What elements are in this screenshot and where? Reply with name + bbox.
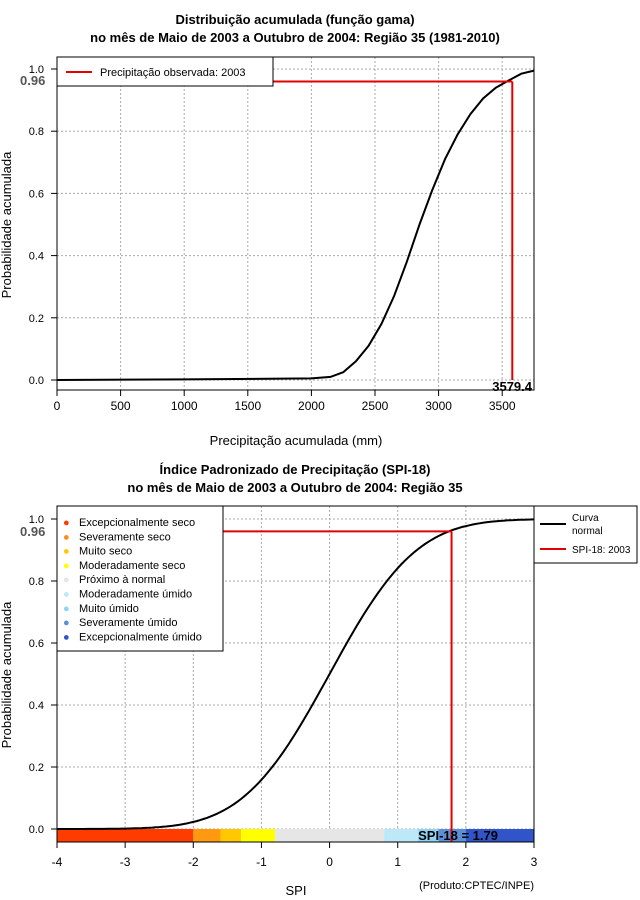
chart2-x-tick-label: 1 <box>394 855 401 869</box>
chart1-ylabel: Probabilidade acumulada <box>0 151 14 298</box>
chart1-marker-prob-label: 0.96 <box>20 73 45 88</box>
chart2-category-swatch: ● <box>63 603 70 615</box>
chart2-x-tick-label: -3 <box>120 855 131 869</box>
chart2-category-swatch: ● <box>63 531 70 543</box>
chart2-legend-curve-label: Curva normal <box>572 513 603 537</box>
chart2-y-tick-label: 0.0 <box>29 824 44 836</box>
chart2-category-label: Severamente seco <box>79 531 171 543</box>
chart2-category-label: Muito úmido <box>79 603 139 615</box>
chart1-title-line2: no mês de Maio de 2003 a Outubro de 2004… <box>90 30 500 45</box>
chart2-legend-curve-label-line1: Curva <box>572 513 599 524</box>
chart1-y-tick-label: 1.0 <box>29 64 44 76</box>
chart2-x-tick-label: 0 <box>326 855 333 869</box>
chart2-category-label: Excepcionalmente seco <box>79 517 195 529</box>
chart2-category-label: Excepcionalmente úmido <box>79 631 202 643</box>
chart2-color-bar-segment <box>220 829 241 842</box>
chart2-color-bar-segment <box>240 829 276 842</box>
chart2-normal-curve <box>57 518 535 830</box>
chart2-x-tick-label: 3 <box>531 855 538 869</box>
chart2-x-tick-label: 2 <box>463 855 470 869</box>
chart1-axes: 0 500 1000 1500 2000 2500 3000 3500 0.0 0.2 0.4 0.6… <box>29 64 516 413</box>
chart2-x-tick-label: -1 <box>256 855 267 869</box>
chart2-title-line2: no mês de Maio de 2003 a Outubro de 2004… <box>127 480 462 495</box>
chart2-category-swatch: ● <box>63 560 70 572</box>
chart1-y-tick-label: 0.2 <box>29 313 44 325</box>
chart2-y-tick-label: 0.8 <box>29 576 44 588</box>
chart1-x-tick-label: 500 <box>111 399 131 413</box>
chart1-y-tick-label: 0.8 <box>29 126 44 138</box>
chart2-xlabel: SPI <box>286 883 307 898</box>
chart1-gamma-curve <box>56 69 535 381</box>
chart2-color-bar <box>57 829 534 842</box>
chart1-title-line1: Distribuição acumulada (função gama) <box>175 12 414 27</box>
chart1-x-tick-label: 1500 <box>234 399 261 413</box>
chart1-grid <box>56 57 534 390</box>
chart1-marker-x-label: 3579.4 <box>492 379 533 394</box>
chart2-color-bar-segment <box>57 829 194 842</box>
chart2-category-swatch: ● <box>63 617 70 629</box>
chart2-y-tick-label: 0.2 <box>29 762 44 774</box>
chart-1: Distribuição acumulada (função gama) no … <box>0 12 535 448</box>
chart1-plot-frame <box>56 56 535 391</box>
chart2-color-bar-segment <box>418 829 439 842</box>
chart2-category-label: Próximo à normal <box>79 574 165 586</box>
chart2-plot-frame <box>56 505 535 843</box>
chart2-color-bar-segment <box>193 829 221 842</box>
chart2-category-label: Muito seco <box>79 546 132 558</box>
chart2-legend-box <box>533 505 638 564</box>
chart2-y-tick-label: 0.6 <box>29 638 44 650</box>
chart1-legend-observed-label: Precipitação observada: 2003 <box>100 67 246 79</box>
chart2-category-swatch: ● <box>63 631 70 643</box>
chart2-axes: -4 -3 -2 -1 0 1 2 3 0.0 0.2 0.4 0.6 0.8 1.0 <box>29 514 538 869</box>
chart2-color-bar-segment <box>384 829 419 842</box>
chart1-y-tick-label: 0.4 <box>29 251 44 263</box>
chart-2: Índice Padronizado de Precipitação (SPI-… <box>0 462 638 898</box>
chart1-x-tick-label: 2000 <box>298 399 325 413</box>
chart2-legend-curve-label-line2: normal <box>572 526 603 537</box>
chart2-y-tick-label: 1.0 <box>29 514 44 526</box>
chart2-color-bar-segment <box>275 829 385 842</box>
chart1-y-tick-label: 0.0 <box>29 375 44 387</box>
chart2-category-label: Moderadamente seco <box>79 560 185 572</box>
chart2-category-swatch: ● <box>63 546 70 558</box>
chart2-category-swatch: ● <box>63 517 70 529</box>
chart1-x-tick-label: 0 <box>54 399 61 413</box>
chart1-x-tick-label: 2500 <box>362 399 389 413</box>
chart1-data <box>56 69 535 381</box>
chart2-x-tick-label: -4 <box>52 855 63 869</box>
chart1-x-tick-label: 3000 <box>425 399 452 413</box>
chart2-legend-spi-label: SPI-18: 2003 <box>572 545 631 556</box>
chart2-category-legend-box <box>56 505 224 652</box>
chart2-category-legend: ● Excepcionalmente seco ● Severamente seco ●… <box>63 517 202 643</box>
chart2-category-swatch: ● <box>63 589 70 601</box>
chart2-ylabel: Probabilidade acumulada <box>0 601 14 748</box>
chart2-spi-label: SPI-18 = 1.79 <box>418 828 498 843</box>
chart2-y-tick-label: 0.4 <box>29 700 44 712</box>
chart2-category-label: Severamente úmido <box>79 617 177 629</box>
chart2-category-swatch: ● <box>63 574 70 586</box>
chart1-legend-box <box>56 56 274 87</box>
chart1-x-tick-label: 3500 <box>489 399 516 413</box>
chart1-x-tick-label: 1000 <box>171 399 198 413</box>
chart2-x-tick-label: -2 <box>188 855 199 869</box>
chart1-xlabel: Precipitação acumulada (mm) <box>210 433 383 448</box>
footer-credit: (Produto:CPTEC/INPE) <box>419 880 534 892</box>
chart2-color-bar-segment <box>465 829 534 842</box>
chart1-y-tick-label: 0.6 <box>29 188 44 200</box>
chart2-marker-prob-label: 0.96 <box>20 524 45 539</box>
chart2-category-label: Moderadamente úmido <box>79 589 192 601</box>
chart2-title-line1: Índice Padronizado de Precipitação (SPI-… <box>160 462 431 477</box>
